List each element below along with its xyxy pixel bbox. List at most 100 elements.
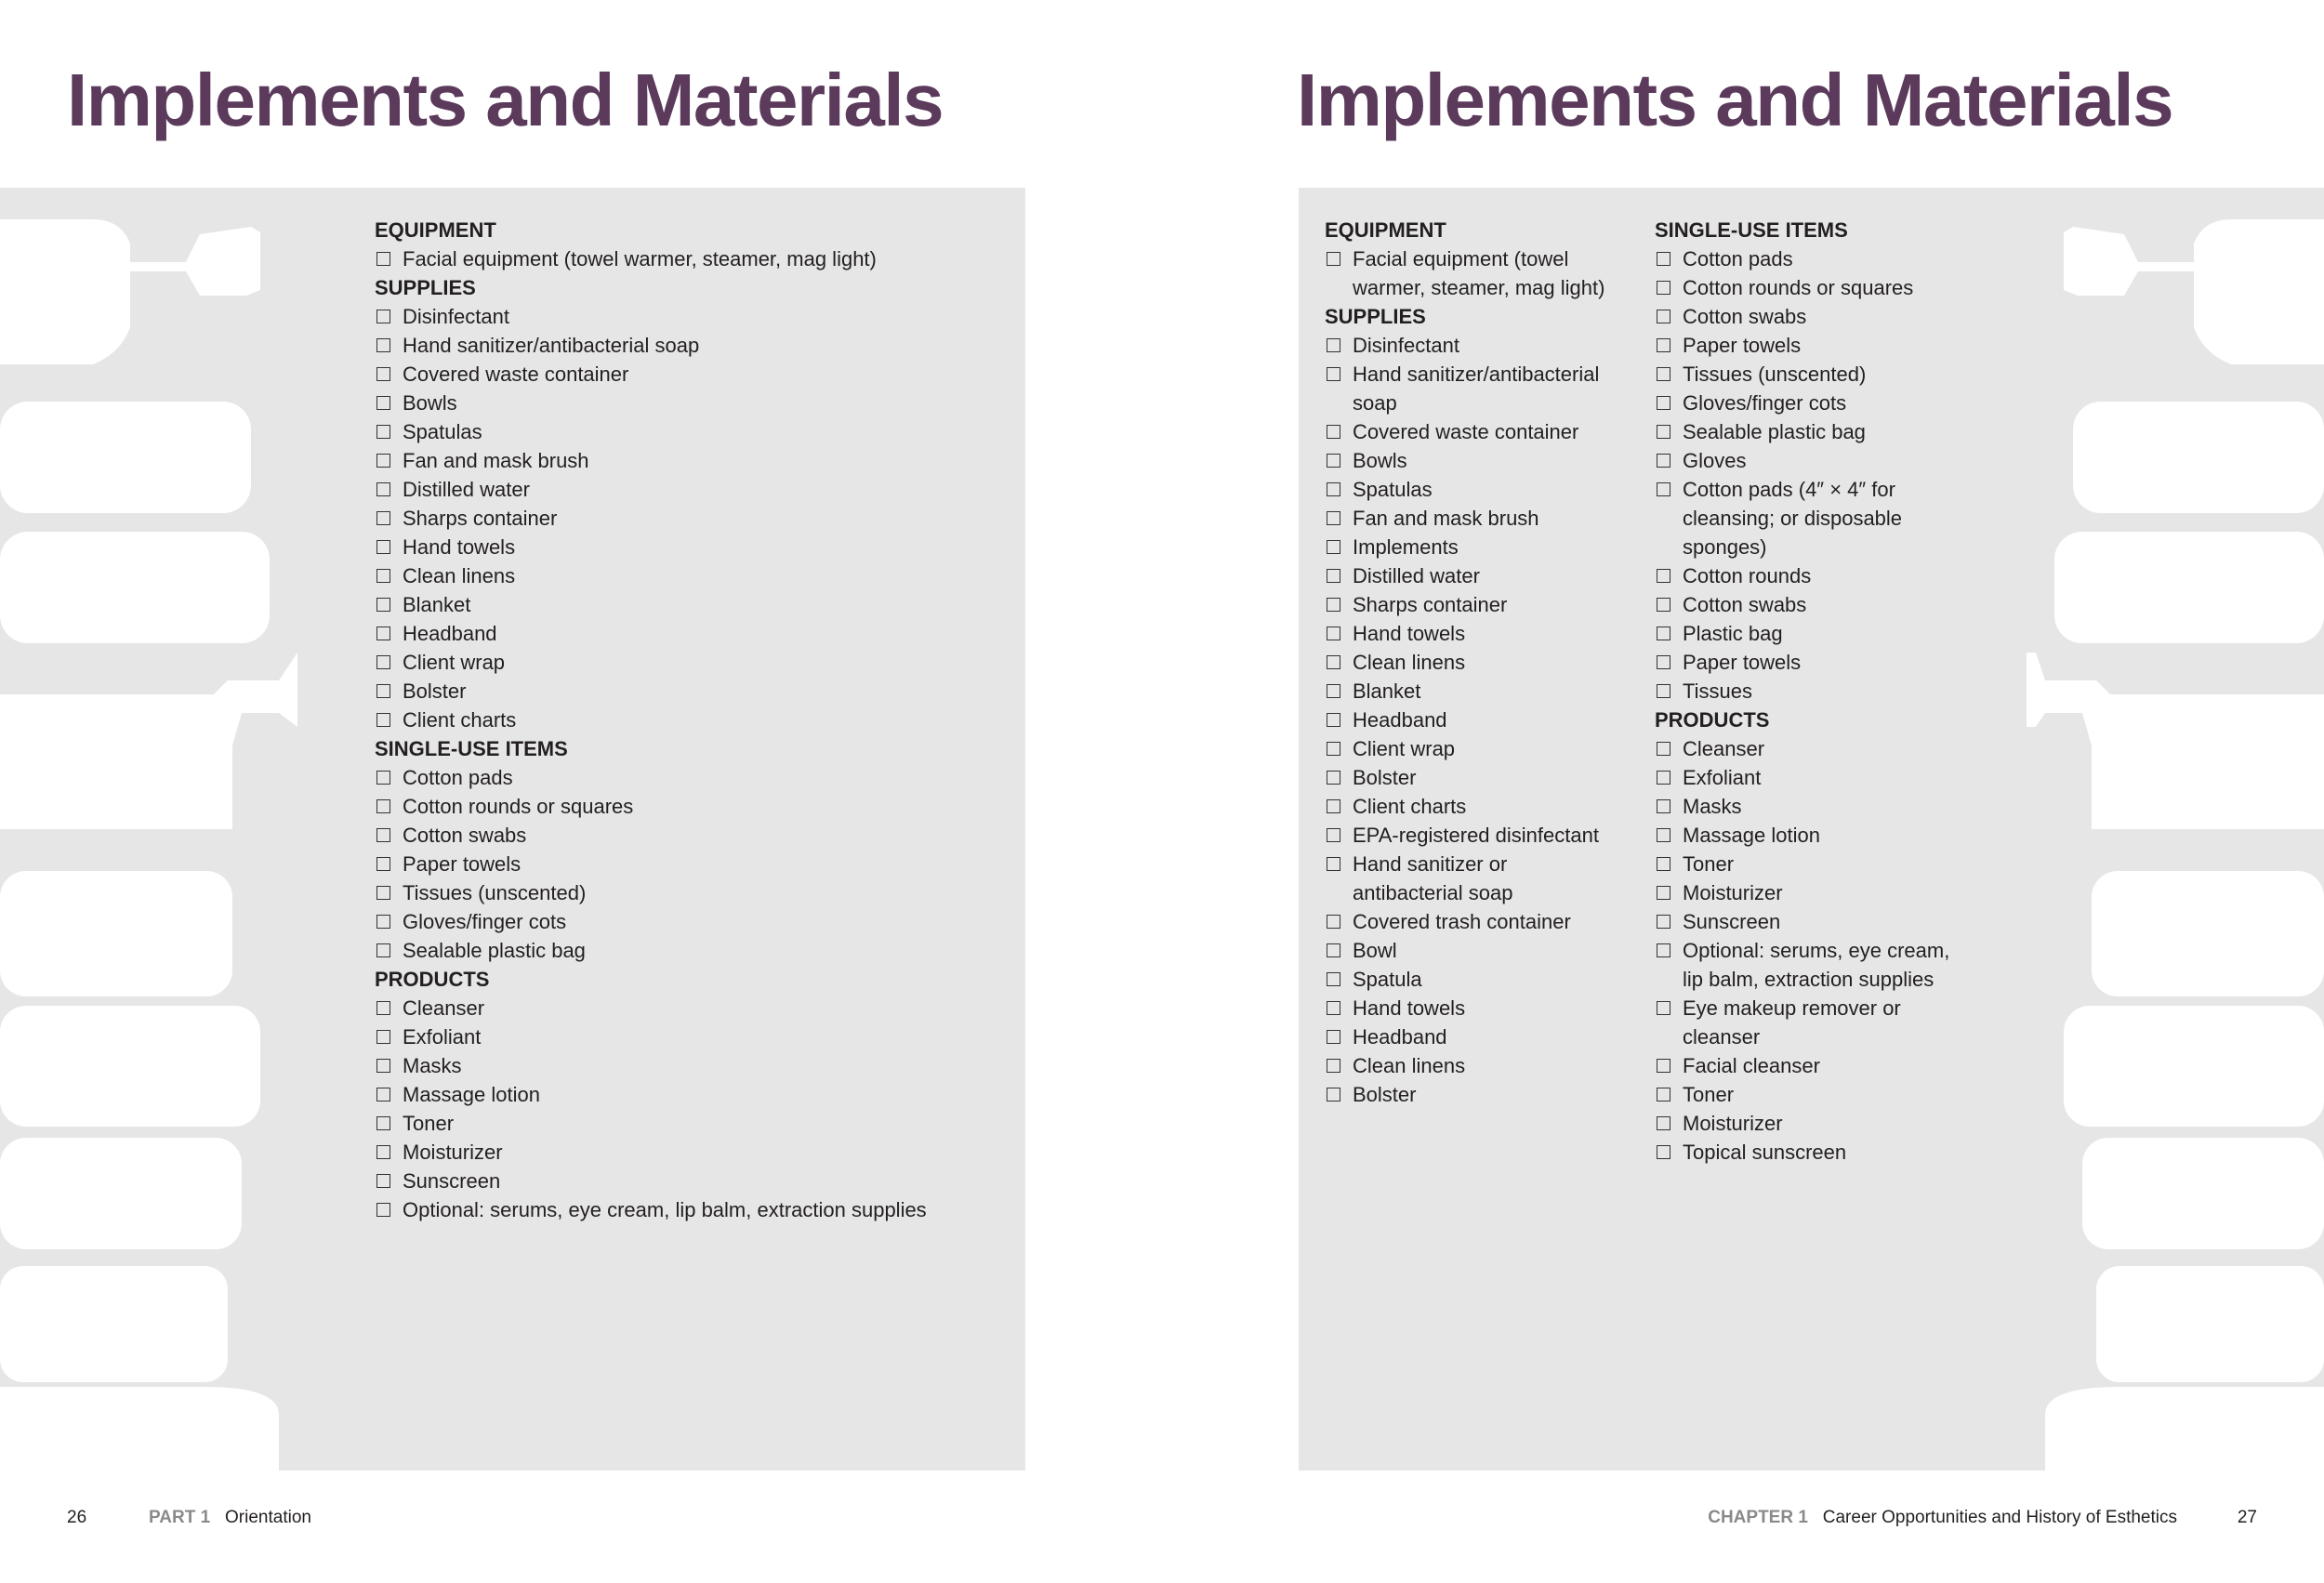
checkbox-icon[interactable] [376,511,390,525]
checkbox-icon[interactable] [376,655,390,669]
checkbox-icon[interactable] [1657,943,1670,957]
section-title: EQUIPMENT [1325,218,1446,242]
checkbox-icon[interactable] [1327,1059,1340,1073]
checkbox-icon[interactable] [1327,1030,1340,1044]
checkbox-icon[interactable] [376,915,390,929]
checkbox-icon[interactable] [376,367,390,381]
section-supplies: SUPPLIES Disinfectant Hand sanitizer/anti… [1325,302,1604,1109]
checkbox-icon[interactable] [376,684,390,698]
checkbox-icon[interactable] [1657,482,1670,496]
checkbox-icon[interactable] [376,396,390,410]
checklist-item-label: Cleanser [403,996,485,1020]
checkbox-icon[interactable] [1327,828,1340,842]
checkbox-icon[interactable] [376,338,390,352]
checkbox-icon[interactable] [1327,943,1340,957]
checkbox-icon[interactable] [1657,367,1670,381]
checkbox-icon[interactable] [1657,454,1670,468]
checklist-item: Client wrap [1325,734,1604,763]
checkbox-icon[interactable] [376,1030,390,1044]
checklist-item-label: Headband [403,622,497,645]
checkbox-icon[interactable] [1327,598,1340,612]
checkbox-icon[interactable] [1327,771,1340,785]
checkbox-icon[interactable] [1657,1001,1670,1015]
checkbox-icon[interactable] [1657,1116,1670,1130]
checkbox-icon[interactable] [1657,857,1670,871]
checkbox-icon[interactable] [1327,425,1340,439]
checkbox-icon[interactable] [376,713,390,727]
checkbox-icon[interactable] [1657,338,1670,352]
checklist-item-label: Toner [1683,1083,1735,1106]
checkbox-icon[interactable] [1657,684,1670,698]
checkbox-icon[interactable] [376,627,390,640]
checklist-item-label: Hand towels [1353,622,1466,645]
checkbox-icon[interactable] [1327,454,1340,468]
checklist-item: Paper towels [1655,648,1949,677]
checklist-item: Gloves [1655,446,1949,475]
checkbox-icon[interactable] [376,569,390,583]
checkbox-icon[interactable] [1657,655,1670,669]
checkbox-icon[interactable] [376,598,390,612]
checkbox-icon[interactable] [1657,886,1670,900]
checkbox-icon[interactable] [1657,396,1670,410]
checkbox-icon[interactable] [1327,1088,1340,1102]
checkbox-icon[interactable] [1327,655,1340,669]
checkbox-icon[interactable] [1657,252,1670,266]
checkbox-icon[interactable] [376,771,390,785]
checkbox-icon[interactable] [376,310,390,323]
checkbox-icon[interactable] [1657,799,1670,813]
checkbox-icon[interactable] [1657,1088,1670,1102]
checkbox-icon[interactable] [376,482,390,496]
checklist-item-label: Moisturizer [1683,881,1783,904]
checkbox-icon[interactable] [1327,1001,1340,1015]
checkbox-icon[interactable] [1327,799,1340,813]
checkbox-icon[interactable] [1657,310,1670,323]
checkbox-icon[interactable] [376,1174,390,1188]
checkbox-icon[interactable] [376,1116,390,1130]
checkbox-icon[interactable] [376,886,390,900]
checkbox-icon[interactable] [1327,367,1340,381]
checklist-item: Cotton pads [375,763,927,792]
checkbox-icon[interactable] [1657,281,1670,295]
checklist-item: Implements [1325,533,1604,561]
checkbox-icon[interactable] [376,857,390,871]
checkbox-icon[interactable] [1657,742,1670,756]
checkbox-icon[interactable] [376,1088,390,1102]
checkbox-icon[interactable] [1327,857,1340,871]
checkbox-icon[interactable] [376,943,390,957]
checkbox-icon[interactable] [1657,1145,1670,1159]
checklist-item-label: Distilled water [403,478,530,501]
checkbox-icon[interactable] [376,1145,390,1159]
checklist-item-label: Toner [403,1112,455,1135]
checkbox-icon[interactable] [1327,713,1340,727]
checkbox-icon[interactable] [1327,684,1340,698]
checkbox-icon[interactable] [1657,598,1670,612]
checkbox-icon[interactable] [376,1203,390,1217]
checkbox-icon[interactable] [1327,338,1340,352]
checkbox-icon[interactable] [376,454,390,468]
checkbox-icon[interactable] [1327,742,1340,756]
checkbox-icon[interactable] [376,252,390,266]
checkbox-icon[interactable] [1327,540,1340,554]
checkbox-icon[interactable] [1327,915,1340,929]
checkbox-icon[interactable] [376,1059,390,1073]
checkbox-icon[interactable] [1657,771,1670,785]
checkbox-icon[interactable] [1657,627,1670,640]
checkbox-icon[interactable] [1327,482,1340,496]
checkbox-icon[interactable] [376,425,390,439]
checkbox-icon[interactable] [1327,252,1340,266]
checkbox-icon[interactable] [1657,569,1670,583]
checkbox-icon[interactable] [1327,627,1340,640]
checkbox-icon[interactable] [1657,425,1670,439]
checkbox-icon[interactable] [1657,828,1670,842]
checkbox-icon[interactable] [376,1001,390,1015]
checkbox-icon[interactable] [376,828,390,842]
checkbox-icon[interactable] [1657,1059,1670,1073]
checkbox-icon[interactable] [376,799,390,813]
checkbox-icon[interactable] [1327,511,1340,525]
checkbox-icon[interactable] [1657,915,1670,929]
checkbox-icon[interactable] [1327,569,1340,583]
checklist-item-label: Bolster [1353,1083,1417,1106]
checklist-item: Headband [375,619,927,648]
checkbox-icon[interactable] [1327,972,1340,986]
checkbox-icon[interactable] [376,540,390,554]
